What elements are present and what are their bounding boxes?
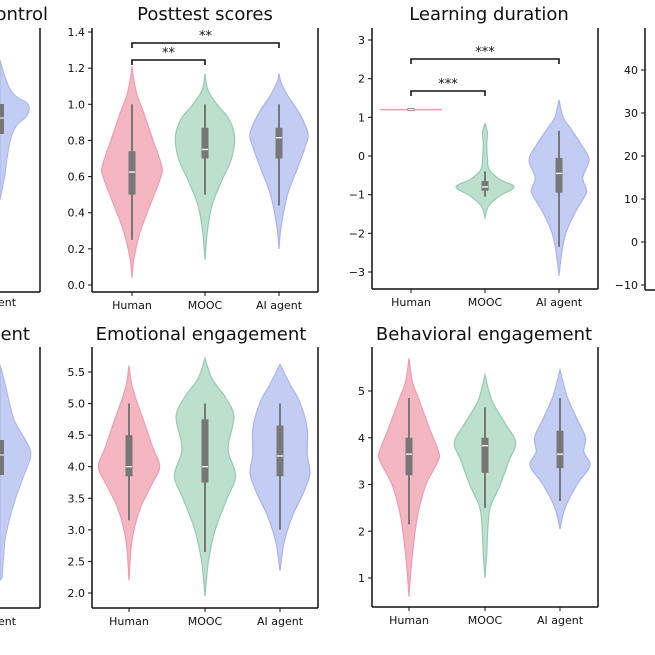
xtick-label: Human: [391, 296, 431, 309]
iqr-box: [276, 425, 284, 477]
ytick-label: 3.0: [68, 524, 86, 537]
xtick-label: AI agent: [256, 299, 303, 312]
ytick-label: 2: [358, 73, 365, 86]
violin-human: [380, 108, 442, 112]
ytick-label: 1.0: [68, 98, 86, 111]
partial-panel-top-right: 40 30 20 10 0 −10: [615, 28, 655, 292]
ytick-label: 1.2: [68, 62, 86, 75]
iqr-box: [405, 437, 413, 476]
xtick-label: AI agent: [536, 296, 583, 309]
ytick-label: 3: [358, 479, 365, 492]
ytick-label: 1.4: [68, 26, 86, 39]
ytick-label: 3: [358, 34, 365, 47]
partial-title-bottom-left: ent: [0, 324, 30, 345]
partial-violin-bottom-left: [0, 364, 32, 581]
iqr-box: [481, 181, 489, 191]
xtick-label: Human: [389, 614, 429, 627]
violin-human: [97, 365, 161, 581]
ytick-label: 0.2: [68, 243, 86, 256]
ytick-label: −3: [349, 266, 365, 279]
panel-title: Posttest scores: [137, 4, 273, 25]
partial-panel-bottom-left: ent ent: [0, 324, 41, 628]
ytick-label: 40: [624, 64, 638, 77]
ytick-label: 2.0: [68, 587, 86, 600]
xtick-label: AI agent: [537, 614, 584, 627]
iqr-box: [128, 151, 136, 195]
xtick-label: MOOC: [188, 299, 223, 312]
ytick-label: 2.5: [68, 555, 86, 568]
xtick-label: MOOC: [468, 614, 503, 627]
ytick-label: 0.6: [68, 171, 86, 184]
xtick-label: MOOC: [468, 296, 503, 309]
violin-mooc: [174, 73, 236, 260]
ytick-label: 10: [624, 193, 638, 206]
iqr-box: [201, 127, 209, 159]
partial-panel-top-left: ontrol ent: [0, 4, 48, 309]
violin-mooc: [173, 356, 237, 597]
panel-title: Learning duration: [409, 4, 569, 25]
significance-bracket: [131, 59, 206, 65]
violin-body: [455, 122, 515, 221]
ytick-label: 5.0: [68, 398, 86, 411]
ytick-label: −2: [349, 227, 365, 240]
ytick-label: −1: [349, 189, 365, 202]
violin-human: [100, 66, 164, 278]
violin-human: [377, 358, 441, 597]
iqr-box: [555, 157, 563, 193]
xtick-label: MOOC: [188, 615, 223, 628]
iqr-box: [275, 127, 283, 159]
significance-label: **: [199, 29, 213, 44]
ytick-label: −10: [615, 279, 638, 292]
panel-title: Emotional engagement: [96, 324, 307, 345]
ytick-label: 4: [358, 432, 365, 445]
xtick-label: Human: [112, 299, 152, 312]
significance-bracket: [410, 58, 560, 64]
partial-xlabel-top-left: ent: [0, 296, 17, 309]
ytick-label: 3.5: [68, 492, 86, 505]
violin-ai-agent: [529, 367, 591, 530]
panel-emotional-engagement: Emotional engagement 2.0 2.5 3.0 3.5 4.0 4.5 5.…: [68, 324, 319, 628]
ytick-label: 4.0: [68, 461, 86, 474]
violin-ai-agent: [249, 73, 309, 249]
xtick-label: Human: [109, 615, 149, 628]
panel-learning-duration: Learning duration −3 −2 −1 0 1 2 3 Human MOOC AI a…: [349, 4, 599, 309]
significance-label: ***: [438, 77, 458, 92]
significance-label: ***: [475, 45, 495, 60]
panel-behavioral-engagement: Behavioral engagement 1 2 3 4 5 Human MOOC AI ag…: [358, 324, 599, 627]
partial-box-top-left: [0, 104, 4, 134]
ytick-label: 4.5: [68, 429, 86, 442]
violin-ai-agent: [249, 363, 311, 571]
partial-title-top-left: ontrol: [0, 4, 48, 25]
significance-bracket: [131, 42, 280, 48]
violin-mooc: [453, 372, 517, 579]
ytick-label: 2: [358, 525, 365, 538]
iqr-box: [201, 419, 209, 483]
ytick-label: 0.4: [68, 207, 86, 220]
violin-ai-agent: [528, 99, 590, 276]
iqr-box: [556, 430, 564, 469]
violin-mooc: [455, 122, 515, 221]
significance-bracket: [410, 90, 486, 96]
panel-posttest-scores: Posttest scores 0.0 0.2 0.4 0.6 0.8 1.0 1.2 1.4 H…: [68, 4, 319, 312]
ytick-label: 5.5: [68, 366, 86, 379]
partial-box-bottom-left: [0, 440, 4, 475]
iqr-box: [125, 435, 133, 477]
partial-xlabel-bottom-left: ent: [0, 615, 17, 628]
ytick-label: 1: [358, 111, 365, 124]
ytick-label: 0.8: [68, 134, 86, 147]
partial-violin-top-left: [0, 59, 30, 201]
ytick-label: 0: [631, 236, 638, 249]
ytick-label: 20: [624, 150, 638, 163]
xtick-label: AI agent: [257, 615, 304, 628]
ytick-label: 0.0: [68, 279, 86, 292]
panel-title: Behavioral engagement: [376, 324, 592, 345]
ytick-label: 0: [358, 150, 365, 163]
iqr-box: [481, 437, 489, 473]
ytick-label: 1: [358, 572, 365, 585]
significance-label: **: [162, 46, 176, 61]
ytick-label: 30: [624, 107, 638, 120]
ytick-label: 5: [358, 385, 365, 398]
